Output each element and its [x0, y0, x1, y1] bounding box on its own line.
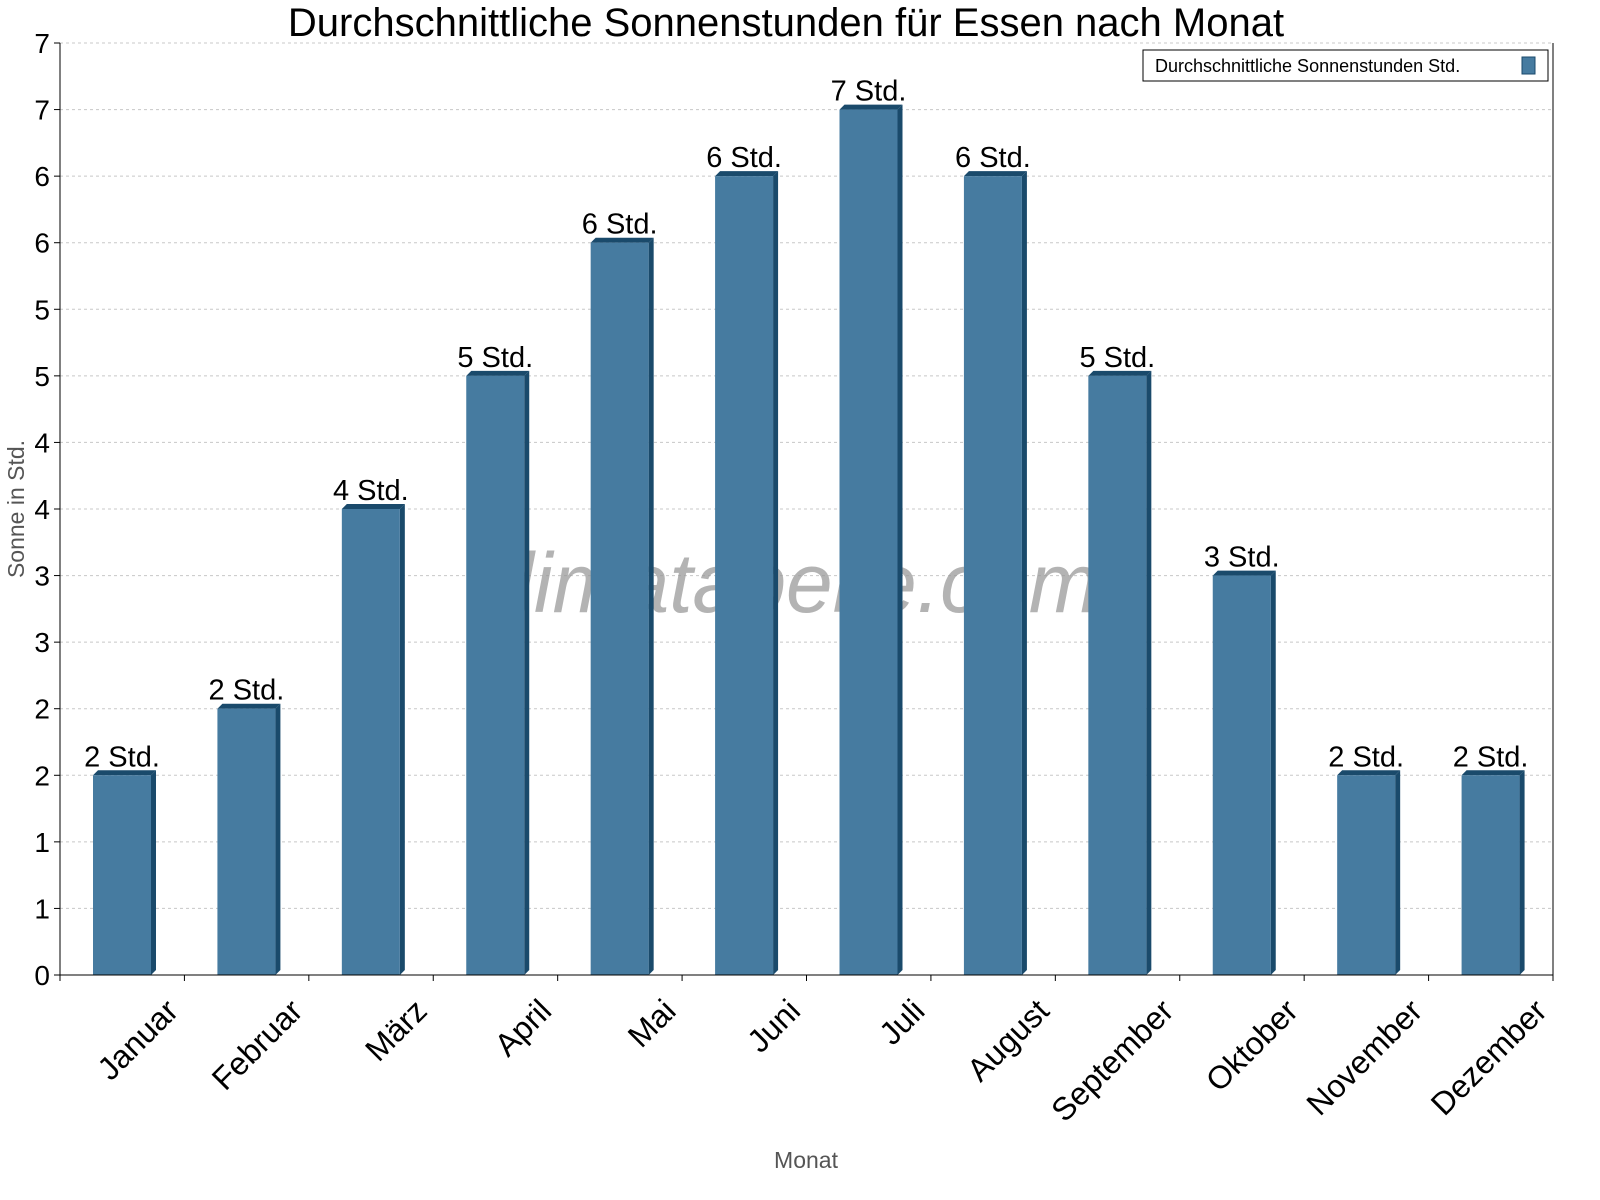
bar-side: [897, 104, 903, 976]
bar-top: [93, 770, 156, 776]
x-tick-label: Oktober: [1199, 992, 1305, 1098]
bar-juni: [715, 176, 774, 976]
data-label: 2 Std.: [1453, 741, 1529, 773]
x-tick-label: Mai: [621, 992, 683, 1054]
x-tick-label: Januar: [90, 992, 185, 1087]
x-tick-label: Juni: [740, 992, 807, 1059]
y-tick-label: 6: [34, 228, 50, 259]
bar-top: [341, 504, 405, 509]
data-label: 2 Std.: [209, 675, 285, 707]
bar-side: [151, 770, 156, 975]
y-tick-label: 1: [34, 827, 50, 858]
bar-side: [1146, 370, 1152, 975]
y-tick-label: 3: [34, 627, 50, 658]
y-tick-label: 3: [34, 561, 50, 592]
legend-label: Durchschnittliche Sonnenstunden Std.: [1155, 56, 1460, 76]
bar-september: [1088, 375, 1147, 975]
x-tick-label: Februar: [205, 992, 310, 1097]
x-tick-label: November: [1299, 992, 1429, 1122]
legend-swatch: [1521, 56, 1536, 75]
bar-top: [1212, 570, 1276, 576]
y-tick-label: 7: [34, 28, 50, 59]
bar-side: [275, 703, 281, 975]
x-tick-label: August: [960, 992, 1056, 1088]
bar-oktober: [1212, 575, 1271, 975]
data-label: 6 Std.: [955, 142, 1031, 174]
bar-dezember: [1461, 775, 1520, 975]
bar-top: [466, 370, 530, 376]
data-label: 6 Std.: [706, 142, 782, 174]
data-label: 2 Std.: [84, 741, 160, 773]
y-tick-label: 4: [34, 427, 50, 458]
bar-side: [1270, 570, 1276, 975]
y-tick-label: 5: [34, 294, 50, 325]
bar-side: [773, 171, 779, 976]
bar-november: [1337, 775, 1396, 975]
bar-april: [466, 375, 525, 975]
bar-top: [963, 171, 1027, 177]
y-tick-label: 1: [34, 893, 50, 924]
x-tick-label: Juli: [872, 992, 931, 1051]
data-label: 5 Std.: [457, 342, 533, 374]
y-tick-label: 4: [34, 494, 50, 525]
chart-title: Durchschnittliche Sonnenstunden für Esse…: [288, 1, 1284, 45]
legend: Durchschnittliche Sonnenstunden Std.: [1142, 49, 1549, 82]
x-tick-label: März: [358, 992, 434, 1068]
data-label: 5 Std.: [1079, 342, 1155, 374]
bar-mai: [590, 242, 649, 975]
bar-top: [715, 171, 779, 177]
bar-top: [1337, 770, 1401, 776]
x-tick-label: September: [1044, 992, 1180, 1128]
bar-side: [1519, 770, 1525, 975]
x-tick-label: Dezember: [1424, 992, 1554, 1122]
bar-februar: [217, 708, 276, 975]
bar-side: [399, 504, 405, 975]
bars: 2 Std. 2 Std. 4 Std. 5 Std. 6 Std. 6 Std. 7 St…: [84, 76, 1529, 976]
y-tick-label: 2: [34, 694, 50, 725]
bar-märz: [341, 509, 400, 975]
x-axis-title: Monat: [774, 1147, 839, 1173]
y-tick-label: 5: [34, 361, 50, 392]
bar-juli: [839, 109, 898, 976]
data-label: 6 Std.: [582, 209, 658, 241]
bar-side: [648, 237, 654, 975]
y-tick-label: 2: [34, 760, 50, 791]
y-tick-label: 0: [34, 960, 50, 991]
bar-top: [217, 703, 281, 709]
bar-side: [1395, 770, 1401, 975]
gridlines: [60, 42, 1553, 909]
bar-side: [1021, 171, 1027, 976]
bar-top: [1088, 370, 1152, 376]
y-tick-label: 7: [34, 95, 50, 126]
x-tick-label: April: [488, 992, 559, 1063]
bar-side: [524, 370, 530, 975]
bar-top: [839, 104, 903, 110]
data-label: 7 Std.: [831, 76, 907, 108]
data-label: 2 Std.: [1328, 741, 1404, 773]
bar-august: [963, 176, 1022, 976]
data-label: 3 Std.: [1204, 542, 1280, 574]
bar-top: [590, 237, 654, 243]
y-tick-label: 6: [34, 161, 50, 192]
data-label: 4 Std.: [333, 475, 409, 507]
y-axis-title: Sonne in Std.: [3, 440, 29, 578]
legend-box: [1142, 49, 1549, 82]
bar-januar: [93, 775, 151, 975]
bar-top: [1461, 770, 1525, 776]
